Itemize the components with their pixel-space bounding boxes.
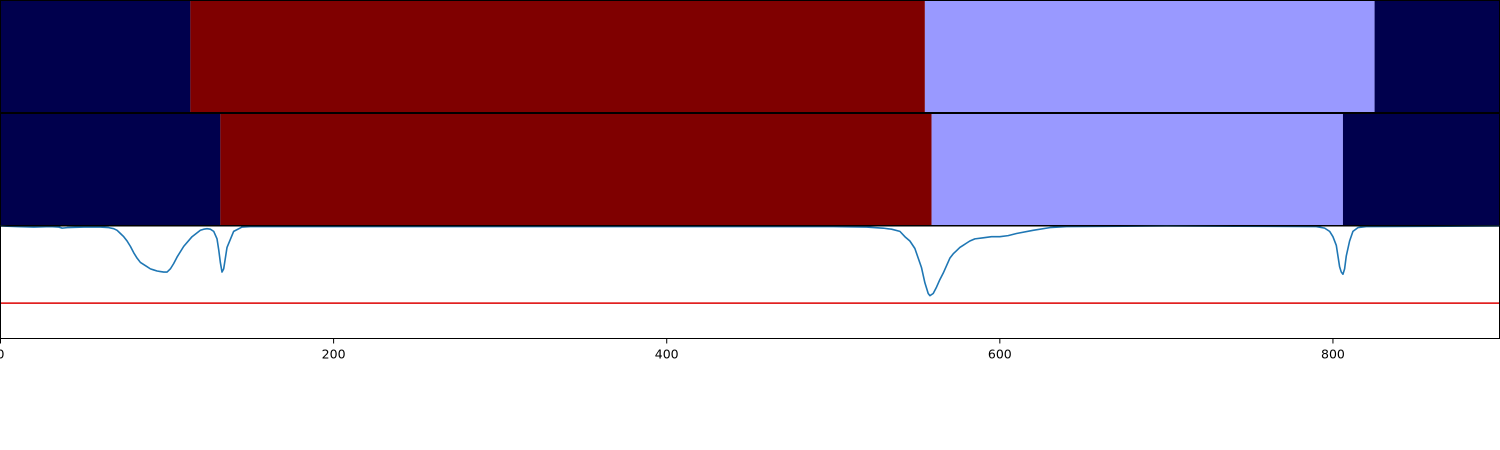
x-tick-label-400: 400: [655, 347, 679, 362]
ground-truth-segment-1: [0, 0, 191, 113]
ground-truth-segment-track: [0, 0, 1500, 113]
probability-line-panel: [0, 225, 1500, 339]
predicted-segment-track: [0, 113, 1500, 226]
x-tick-label-0: 0: [0, 347, 5, 362]
predicted-segment-4: [1342, 113, 1500, 226]
ground-truth-segment-4: [1374, 0, 1500, 113]
ground-truth-segment-3: [924, 0, 1375, 113]
x-tick-label-800: 800: [1321, 347, 1345, 362]
ground-truth-segment-2: [190, 0, 925, 113]
predicted-segment-3: [931, 113, 1343, 226]
x-axis: 0 200 400 600 800: [0, 338, 1345, 362]
predicted-segment-2: [220, 113, 932, 226]
x-tick-label-200: 200: [322, 347, 346, 362]
predicted-segment-1: [0, 113, 221, 226]
line-panel-background: [0, 226, 1500, 339]
x-tick-label-600: 600: [988, 347, 1012, 362]
